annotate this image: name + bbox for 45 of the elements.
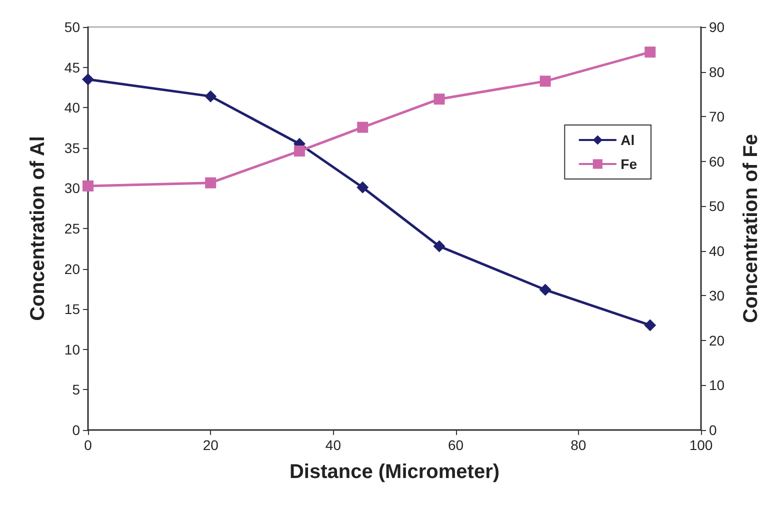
point <box>82 73 94 86</box>
point <box>433 240 446 252</box>
y2-tick-label: 70 <box>709 108 725 125</box>
point <box>357 122 368 133</box>
y2-tick-label: 80 <box>709 64 725 80</box>
point <box>644 46 656 58</box>
y-tick-label: 15 <box>64 301 80 318</box>
legend-label: Al <box>620 132 635 148</box>
y2-tick-label: 10 <box>709 377 725 394</box>
y-axis-title: Concentration of Al <box>27 136 49 321</box>
x-tick-label: 0 <box>84 437 92 453</box>
x-tick-label: 60 <box>448 437 464 453</box>
point <box>540 76 551 87</box>
y2-tick-label: 90 <box>709 19 725 35</box>
y2-tick-label: 50 <box>709 198 725 214</box>
y2-axis-title: Concentration of Fe <box>740 134 762 323</box>
y-tick-label: 10 <box>64 341 80 358</box>
point <box>434 94 445 105</box>
y2-tick-label: 0 <box>709 422 717 438</box>
y-tick-label: 25 <box>64 220 80 236</box>
point <box>644 319 656 332</box>
x-tick-label: 20 <box>202 437 219 453</box>
y-tick-label: 40 <box>64 100 80 116</box>
legend-label: Fe <box>620 156 638 172</box>
y2-tick-label: 40 <box>709 242 725 259</box>
y-tick-label: 35 <box>64 140 80 156</box>
y-tick-label: 45 <box>64 59 80 76</box>
y2-tick-label: 30 <box>709 288 725 304</box>
x-tick-label: 80 <box>570 437 586 453</box>
x-tick-label: 100 <box>689 437 713 453</box>
point <box>205 177 216 188</box>
x-tick-label: 40 <box>325 437 342 453</box>
y-tick-label: 0 <box>72 422 80 438</box>
y-tick-label: 50 <box>64 19 80 35</box>
point <box>204 90 217 102</box>
y-tick-label: 20 <box>64 260 80 277</box>
point <box>356 181 369 194</box>
y2-tick-label: 60 <box>709 153 725 170</box>
y-tick-label: 30 <box>64 180 80 196</box>
point <box>82 180 94 192</box>
y2-tick-label: 20 <box>709 332 725 348</box>
x-axis-title: Distance (Micrometer) <box>289 461 500 483</box>
point <box>539 284 552 296</box>
y-tick-label: 5 <box>72 382 80 398</box>
point <box>294 146 305 157</box>
